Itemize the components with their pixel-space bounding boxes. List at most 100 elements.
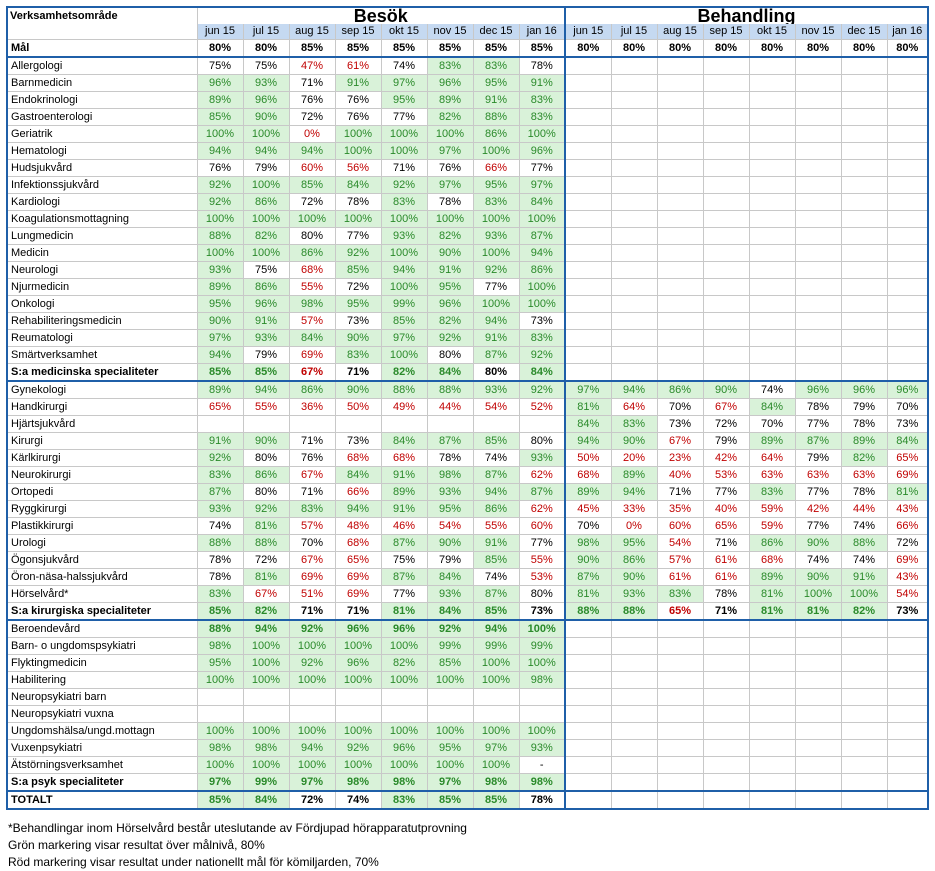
- behandling-value: [841, 705, 888, 723]
- behandling-value: 77%: [795, 483, 842, 501]
- besok-value: [519, 705, 566, 723]
- besok-value: 100%: [381, 278, 428, 296]
- behandling-value: [749, 722, 796, 740]
- besok-value: 92%: [289, 654, 336, 672]
- besok-value: 91%: [243, 312, 290, 330]
- row-label: Neurologi: [6, 261, 198, 279]
- behandling-value: 81%: [565, 398, 612, 416]
- besok-value: 96%: [197, 74, 244, 92]
- table-row: Ungdomshälsa/ungd.mottagn 100% 100% 100% 100…: [6, 722, 929, 740]
- behandling-value: [611, 261, 658, 279]
- row-label: Barn- o ungdomspsykiatri: [6, 637, 198, 655]
- behandling-value: [887, 159, 929, 177]
- besok-value: 48%: [335, 517, 382, 535]
- table-row: Rehabiliteringsmedicin 90% 91% 57% 73% 85% 82%…: [6, 312, 929, 330]
- behandling-value: [749, 244, 796, 262]
- behandling-value: 33%: [611, 500, 658, 518]
- behandling-value: [703, 688, 750, 706]
- besok-value: 96%: [427, 295, 474, 313]
- besok-value: 46%: [381, 517, 428, 535]
- besok-value: 78%: [197, 551, 244, 569]
- behandling-title: Behandling: [565, 6, 929, 24]
- behandling-month-header: aug 15: [657, 24, 704, 40]
- behandling-value: [749, 739, 796, 757]
- row-label: Kardiologi: [6, 193, 198, 211]
- row-label: Urologi: [6, 534, 198, 552]
- besok-value: 79%: [243, 346, 290, 364]
- behandling-value: [657, 773, 704, 792]
- besok-value: 71%: [289, 432, 336, 450]
- behandling-value: [795, 619, 842, 638]
- besok-value: [381, 688, 428, 706]
- besok-value: 72%: [243, 551, 290, 569]
- behandling-value: 81%: [749, 602, 796, 621]
- behandling-value: [795, 688, 842, 706]
- besok-value: 76%: [335, 91, 382, 109]
- table-row: Smärtverksamhet 94% 79% 69% 83% 100% 80% 87% 92%: [6, 346, 929, 364]
- behandling-value: [657, 244, 704, 262]
- footnote-green: Grön markering visar resultat över målni…: [8, 838, 265, 852]
- besok-value: 86%: [243, 466, 290, 484]
- behandling-value: [887, 688, 929, 706]
- besok-value: 86%: [289, 380, 336, 399]
- table-row: Beroendevård 88% 94% 92% 96% 96% 92% 94% 100%: [6, 619, 929, 638]
- besok-value: 88%: [381, 380, 428, 399]
- behandling-value: 70%: [565, 517, 612, 535]
- behandling-value: [841, 261, 888, 279]
- behandling-value: [657, 346, 704, 364]
- behandling-value: [795, 159, 842, 177]
- besok-value: 91%: [381, 500, 428, 518]
- behandling-value: 87%: [565, 568, 612, 586]
- row-label: Reumatologi: [6, 329, 198, 347]
- goal-value: 80%: [703, 39, 750, 58]
- besok-value: 93%: [473, 380, 520, 399]
- besok-value: 83%: [519, 329, 566, 347]
- behandling-value: [887, 108, 929, 126]
- table-row: Habilitering 100% 100% 100% 100% 100% 100% 100%…: [6, 671, 929, 689]
- besok-value: 96%: [243, 295, 290, 313]
- besok-value: 80%: [519, 432, 566, 450]
- behandling-value: [795, 739, 842, 757]
- besok-value: 72%: [335, 278, 382, 296]
- besok-value: 100%: [381, 142, 428, 160]
- besok-value: 84%: [243, 791, 290, 810]
- besok-value: 80%: [289, 227, 336, 245]
- behandling-value: [795, 108, 842, 126]
- row-label: Barnmedicin: [6, 74, 198, 92]
- behandling-value: 68%: [749, 551, 796, 569]
- behandling-value: [611, 739, 658, 757]
- besok-value: 84%: [519, 193, 566, 211]
- besok-value: 100%: [519, 619, 566, 638]
- besok-value: 84%: [427, 363, 474, 382]
- behandling-value: [795, 91, 842, 109]
- besok-value: 91%: [519, 74, 566, 92]
- behandling-value: [703, 739, 750, 757]
- behandling-value: [657, 756, 704, 774]
- besok-value: 67%: [289, 466, 336, 484]
- behandling-value: [841, 363, 888, 382]
- behandling-value: [611, 637, 658, 655]
- behandling-value: [749, 278, 796, 296]
- behandling-value: [657, 654, 704, 672]
- behandling-value: [611, 176, 658, 194]
- goal-value: 85%: [335, 39, 382, 58]
- behandling-value: [703, 329, 750, 347]
- besok-value: 100%: [243, 244, 290, 262]
- behandling-value: 74%: [841, 517, 888, 535]
- besok-value: 62%: [519, 466, 566, 484]
- besok-value: 93%: [427, 483, 474, 501]
- goal-value: 80%: [243, 39, 290, 58]
- behandling-value: [887, 722, 929, 740]
- behandling-value: 44%: [841, 500, 888, 518]
- besok-value: 67%: [289, 551, 336, 569]
- row-label: Kärlkirurgi: [6, 449, 198, 467]
- row-label: Öron-näsa-halssjukvård: [6, 568, 198, 586]
- behandling-value: [795, 346, 842, 364]
- behandling-value: [749, 329, 796, 347]
- besok-value: 57%: [289, 517, 336, 535]
- table-row: S:a psyk specialiteter 97% 99% 97% 98% 98% 97%…: [6, 773, 929, 792]
- besok-value: 77%: [519, 534, 566, 552]
- besok-value: 80%: [473, 363, 520, 382]
- behandling-value: 68%: [565, 466, 612, 484]
- behandling-value: 54%: [657, 534, 704, 552]
